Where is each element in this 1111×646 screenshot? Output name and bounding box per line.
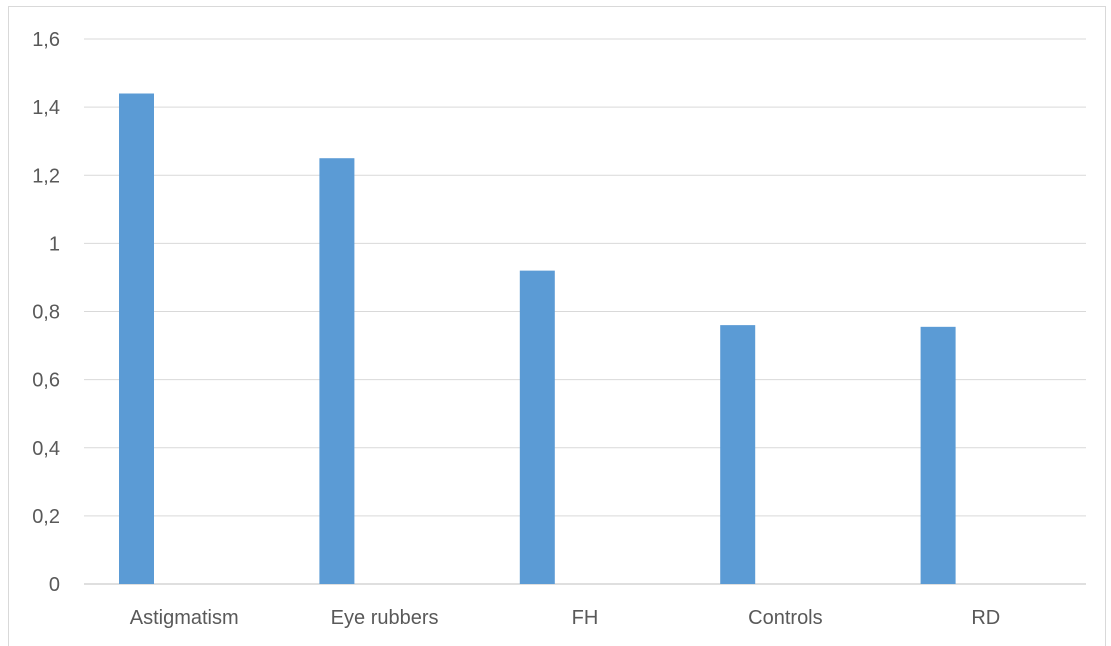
bars xyxy=(119,93,956,584)
bar-controls xyxy=(720,325,756,584)
x-category-label: Astigmatism xyxy=(130,607,239,629)
bar-astigmatism xyxy=(119,93,154,584)
y-tick-label: 1,4 xyxy=(32,97,60,119)
bar-rd xyxy=(920,326,956,584)
x-category-label: RD xyxy=(971,607,1000,629)
bar-eye-rubbers xyxy=(319,158,355,584)
y-tick-label: 0,2 xyxy=(32,506,60,528)
x-category-label: FH xyxy=(572,607,599,629)
x-category-label: Controls xyxy=(748,607,822,629)
y-axis-tick-labels: 0 0,2 0,4 0,6 0,8 1 1,2 1,4 1,6 xyxy=(32,29,60,596)
y-tick-label: 0,6 xyxy=(32,370,60,392)
y-tick-label: 0 xyxy=(49,574,60,596)
bar-fh xyxy=(519,270,555,584)
y-tick-label: 0,4 xyxy=(32,438,60,460)
x-category-label: Eye rubbers xyxy=(331,607,439,629)
x-axis-category-labels: Astigmatism Eye rubbers FH Controls RD xyxy=(130,607,1000,629)
y-tick-label: 1,2 xyxy=(32,165,60,187)
y-tick-label: 1,6 xyxy=(32,29,60,51)
y-tick-label: 1 xyxy=(49,233,60,255)
y-tick-label: 0,8 xyxy=(32,302,60,324)
gridlines xyxy=(84,38,1086,585)
